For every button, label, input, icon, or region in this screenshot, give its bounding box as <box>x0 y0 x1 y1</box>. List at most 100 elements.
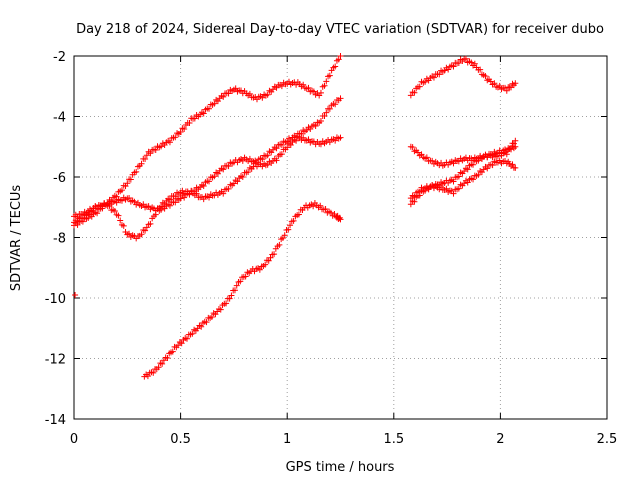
data-point-marker <box>407 201 414 208</box>
data-point-marker <box>312 123 319 130</box>
plot-frame <box>73 55 608 420</box>
data-point-marker <box>477 66 484 73</box>
data-point-marker <box>411 89 418 96</box>
data-point-marker <box>317 118 324 125</box>
data-point-marker <box>262 261 269 268</box>
data-point-marker <box>455 173 462 180</box>
data-point-marker <box>183 335 190 342</box>
data-point-marker <box>191 115 198 122</box>
data-point-marker <box>225 163 232 170</box>
data-point-marker <box>326 72 333 79</box>
axis-ticks <box>73 55 608 420</box>
data-point-marker <box>509 161 516 168</box>
data-point-marker <box>489 162 496 169</box>
data-point-marker <box>169 348 176 355</box>
data-point-marker <box>259 156 266 163</box>
data-point-marker <box>118 187 125 194</box>
data-point-marker <box>133 168 140 175</box>
data-point-marker <box>512 137 519 144</box>
data-point-marker <box>138 231 145 238</box>
data-point-marker <box>177 128 184 135</box>
data-point-marker <box>443 185 450 192</box>
data-point-marker <box>276 241 283 248</box>
data-point-marker <box>278 83 285 90</box>
data-point-marker <box>508 144 515 151</box>
data-point-marker <box>226 295 233 302</box>
data-point-marker <box>337 134 344 141</box>
data-point-marker <box>230 180 237 187</box>
data-point-marker <box>115 212 122 219</box>
x-tick-label: 2.5 <box>597 432 618 447</box>
data-point-marker <box>310 203 317 210</box>
data-point-marker <box>321 82 328 89</box>
data-point-marker <box>462 55 469 62</box>
data-point-marker <box>166 139 173 146</box>
data-point-marker <box>264 152 271 159</box>
y-tick-labels: -14 -12 -10 -8 -6 -4 -2 <box>45 50 66 428</box>
data-point-marker <box>470 176 477 183</box>
series-track-5 <box>407 55 519 99</box>
data-point-marker <box>298 130 305 137</box>
data-point-marker <box>72 291 79 298</box>
x-tick-label: 1 <box>283 432 291 447</box>
data-point-marker <box>144 373 151 380</box>
data-point-marker <box>409 144 416 151</box>
data-point-marker <box>239 173 246 180</box>
series-track-2 <box>71 95 344 220</box>
data-point-marker <box>246 90 253 97</box>
y-tick-label: -2 <box>53 50 66 65</box>
data-point-marker <box>145 203 152 210</box>
data-point-marker <box>242 273 249 280</box>
data-point-marker <box>211 100 218 107</box>
data-point-marker <box>113 199 120 206</box>
data-point-marker <box>186 119 193 126</box>
data-point-marker <box>455 60 462 67</box>
data-point-marker <box>422 187 429 194</box>
data-point-marker <box>181 126 188 133</box>
data-point-marker <box>231 287 238 294</box>
data-point-marker <box>225 185 232 192</box>
data-point-marker <box>317 202 324 209</box>
data-point-marker <box>256 266 263 273</box>
data-point-marker <box>335 56 342 63</box>
data-point-marker <box>455 158 462 165</box>
data-point-marker <box>423 154 430 161</box>
data-point-marker <box>208 313 215 320</box>
data-point-marker <box>193 190 200 197</box>
data-point-marker <box>450 178 457 185</box>
data-point-marker <box>336 215 343 222</box>
data-point-marker <box>234 178 241 185</box>
data-point-marker <box>300 81 307 88</box>
data-point-marker <box>94 210 101 217</box>
data-point-marker <box>211 173 218 180</box>
data-point-marker <box>223 300 230 307</box>
data-point-marker <box>88 208 95 215</box>
data-point-marker <box>305 136 312 143</box>
data-point-marker <box>512 143 519 150</box>
data-point-marker <box>178 340 185 347</box>
data-point-marker <box>206 178 213 185</box>
data-point-marker <box>99 203 106 210</box>
data-point-marker <box>158 203 165 210</box>
data-point-marker <box>278 142 285 149</box>
data-point-marker <box>142 227 149 234</box>
y-tick-label: -10 <box>45 292 66 307</box>
data-point-marker <box>271 251 278 258</box>
series-track-3 <box>71 133 344 242</box>
data-point-marker <box>217 306 224 313</box>
data-point-marker <box>264 91 271 98</box>
y-axis-label: SDTVAR / TECUs <box>9 185 24 292</box>
data-point-marker <box>106 202 113 209</box>
data-point-marker <box>506 145 513 152</box>
data-point-marker <box>111 208 118 215</box>
data-point-marker <box>203 319 210 326</box>
data-point-marker <box>416 192 423 199</box>
data-point-marker <box>464 179 471 186</box>
x-tick-label: 0 <box>70 432 78 447</box>
data-point-marker <box>245 169 252 176</box>
data-point-marker <box>147 150 154 157</box>
chart-title: Day 218 of 2024, Sidereal Day-to-day VTE… <box>76 22 604 37</box>
data-point-marker <box>120 222 127 229</box>
data-point-marker <box>220 93 227 100</box>
data-point-marker <box>278 151 285 158</box>
